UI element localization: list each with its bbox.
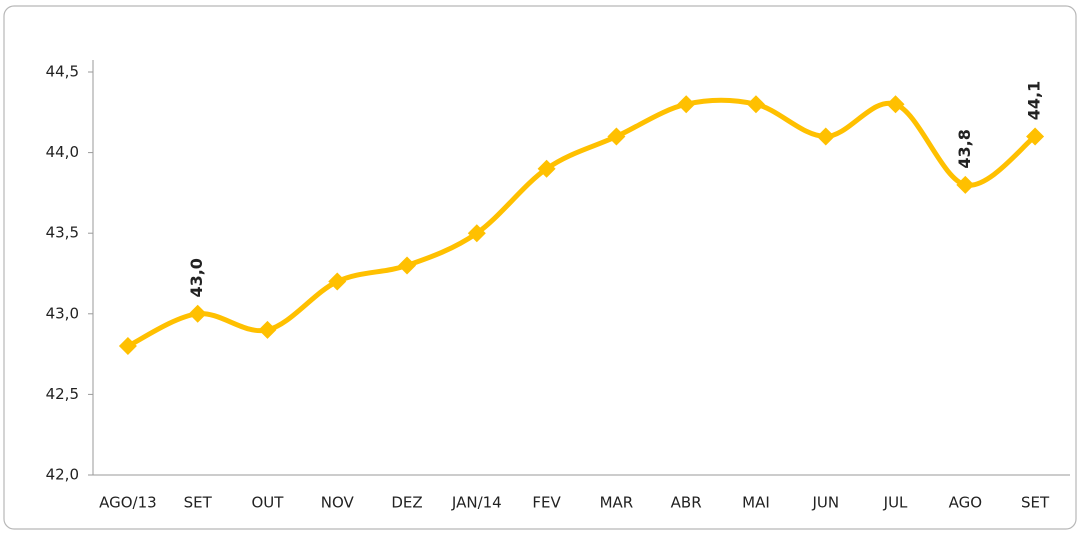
x-tick-label: JAN/14 (451, 494, 502, 512)
x-tick-label: NOV (321, 494, 355, 512)
x-tick-label: MAR (600, 494, 634, 512)
y-tick-label: 44,0 (46, 143, 79, 161)
x-tick-label: FEV (532, 494, 561, 512)
data-label: 43,8 (955, 129, 974, 168)
x-tick-label: AGO/13 (99, 494, 157, 512)
x-tick-label: AGO (949, 494, 982, 512)
y-tick-label: 42,0 (46, 466, 79, 484)
y-tick-label: 42,5 (46, 385, 79, 403)
x-tick-label: JUN (811, 494, 839, 512)
data-point (118, 337, 137, 356)
data-point (607, 127, 626, 146)
data-point (956, 175, 975, 194)
data-point (1026, 127, 1045, 146)
x-tick-label: ABR (671, 494, 702, 512)
x-tick-label: SET (184, 494, 213, 512)
data-point (677, 95, 696, 114)
data-point (398, 256, 417, 275)
chart-border (3, 5, 1077, 530)
data-point (886, 95, 905, 114)
data-point (537, 159, 556, 178)
x-tick-label: JUL (883, 494, 908, 512)
data-point (328, 272, 347, 291)
y-tick-label: 44,5 (46, 63, 79, 81)
x-tick-label: OUT (251, 494, 284, 512)
data-point (816, 127, 835, 146)
data-point (467, 224, 486, 243)
data-point (258, 320, 277, 339)
y-tick-label: 43,5 (46, 224, 79, 242)
y-tick-label: 43,0 (46, 304, 79, 322)
x-tick-label: DEZ (391, 494, 422, 512)
data-label: 44,1 (1025, 81, 1044, 120)
data-point (746, 95, 765, 114)
data-label: 43,0 (187, 258, 206, 297)
data-point (188, 304, 207, 323)
x-tick-label: SET (1021, 494, 1050, 512)
x-tick-label: MAI (742, 494, 770, 512)
